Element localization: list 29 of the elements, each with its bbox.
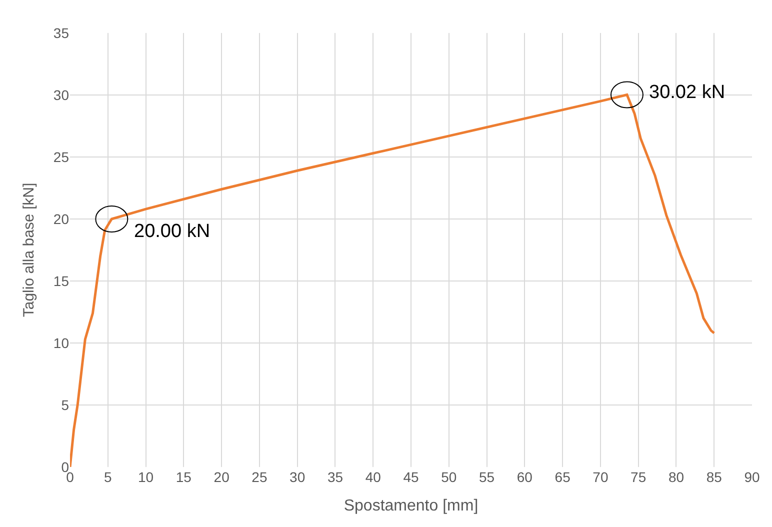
x-tick-label: 15 [176,469,192,485]
x-tick-label: 75 [630,469,646,485]
x-axis-title: Spostamento [mm] [344,498,478,515]
y-axis-title: Taglio alla base [kN] [20,182,38,318]
y-tick-label: 30 [53,86,70,103]
x-tick-label: 10 [138,469,154,485]
x-tick-label: 20 [214,469,230,485]
annotation: 30.02 kN [649,82,726,103]
x-tick-label: 85 [706,469,722,485]
x-tick-label: 35 [327,469,344,485]
y-tick-label: 5 [61,396,70,413]
x-tick-label: 30 [290,469,306,485]
y-tick-label: 20 [53,210,70,227]
x-tick-label: 5 [104,469,112,485]
x-tick-label: 45 [403,469,419,485]
x-tick-label: 25 [252,469,268,485]
y-tick-label: 25 [53,148,70,165]
x-tick-label: 60 [516,469,533,485]
y-tick-label: 15 [53,272,70,289]
y-tick-label: 10 [53,334,70,351]
y-tick-label: 35 [53,24,70,41]
x-tick-label: 70 [592,469,608,485]
x-tick-label: 80 [668,469,684,485]
x-tick-label: 65 [554,469,571,485]
x-tick-label: 40 [365,469,382,485]
x-tick-label: 90 [744,469,760,485]
x-tick-label: 55 [478,469,495,485]
annotation: 20.00 kN [134,221,210,242]
x-tick-label: 50 [441,469,457,485]
